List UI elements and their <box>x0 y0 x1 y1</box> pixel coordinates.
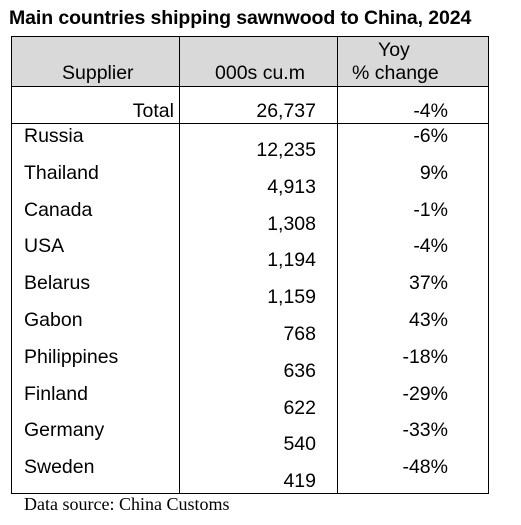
supplier-name: Thailand <box>24 161 99 184</box>
supplier-yoy: -48% <box>402 456 448 479</box>
supplier-yoy: -6% <box>413 125 448 147</box>
header-volume: 000s cu.m <box>215 62 305 84</box>
supplier-name: Finland <box>24 382 88 405</box>
supplier-name: Philippines <box>24 345 119 368</box>
table-header: Supplier 000s cu.m Yoy % change <box>12 37 488 87</box>
supplier-yoy: -29% <box>402 382 448 405</box>
total-label: Total <box>132 100 174 122</box>
column-divider-1 <box>179 37 180 493</box>
table-title: Main countries shipping sawnwood to Chin… <box>9 7 472 29</box>
supplier-name: Gabon <box>24 309 83 331</box>
supplier-name: Canada <box>24 198 93 221</box>
column-divider-2 <box>337 37 338 493</box>
supplier-volume: 622 <box>283 396 316 419</box>
supplier-volume: 1,308 <box>267 212 316 235</box>
data-source-note: Data source: China Customs <box>24 494 230 514</box>
supplier-yoy: -4% <box>413 235 448 258</box>
supplier-volume: 12,235 <box>256 139 316 161</box>
header-yoy-line2: % change <box>352 62 439 84</box>
supplier-name: Germany <box>24 419 105 442</box>
supplier-volume: 1,194 <box>267 249 316 272</box>
total-row: Total 26,737 -4% <box>12 87 488 124</box>
supplier-yoy: -33% <box>402 419 448 442</box>
supplier-volume: 1,159 <box>267 286 316 309</box>
supplier-volume: 4,913 <box>267 175 316 198</box>
data-table: Supplier 000s cu.m Yoy % change Total 26… <box>11 36 489 494</box>
total-yoy: -4% <box>413 100 448 122</box>
supplier-volume: 540 <box>283 433 316 456</box>
supplier-name: Belarus <box>24 272 91 295</box>
supplier-name: Sweden <box>24 456 95 479</box>
supplier-yoy: -1% <box>413 198 448 221</box>
supplier-volume: 419 <box>283 470 316 493</box>
supplier-name: USA <box>24 235 65 258</box>
header-yoy-line1: Yoy <box>378 39 410 61</box>
supplier-volume: 768 <box>283 323 316 345</box>
supplier-yoy: 43% <box>408 309 448 331</box>
supplier-yoy: -18% <box>402 345 448 368</box>
total-volume: 26,737 <box>256 100 316 122</box>
supplier-volume: 636 <box>283 359 316 382</box>
header-supplier: Supplier <box>62 62 134 84</box>
supplier-yoy: 9% <box>419 161 448 184</box>
supplier-yoy: 37% <box>408 272 448 295</box>
supplier-name: Russia <box>24 125 84 147</box>
